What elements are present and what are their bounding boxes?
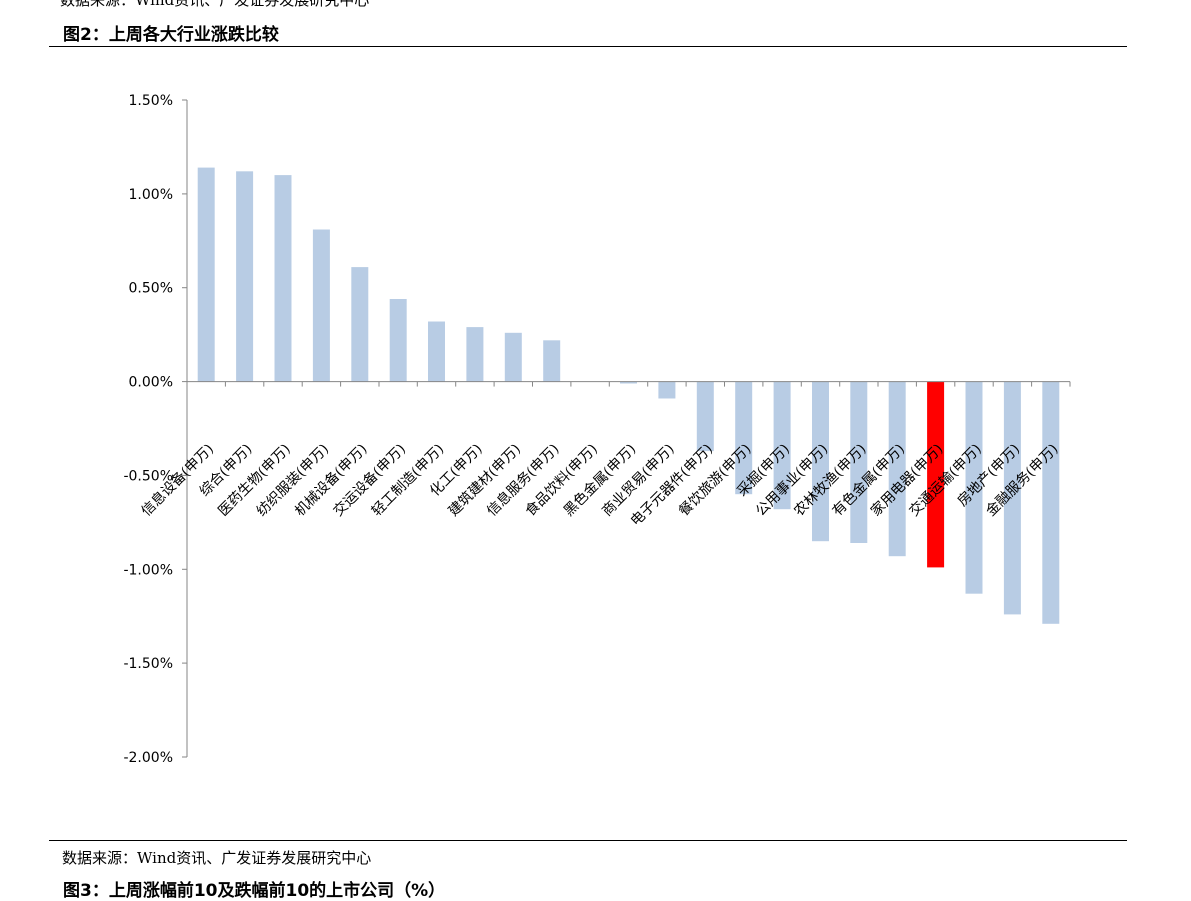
y-tick-label: -0.50% — [123, 468, 173, 484]
next-figure-title: 图3：上周涨幅前10及跌幅前10的上市公司（%） — [63, 881, 446, 901]
figure-title: 图2：上周各大行业涨跌比较 — [63, 25, 279, 45]
y-tick-label: 0.50% — [129, 281, 173, 297]
bottom-data-source: 数据来源：Wind资讯、广发证券发展研究中心 — [62, 849, 372, 867]
bar-12 — [620, 381, 637, 384]
bar-17 — [812, 381, 829, 542]
bar-4 — [312, 229, 330, 382]
bar-2 — [236, 171, 254, 382]
bar-21 — [965, 381, 983, 594]
y-tick-label: 1.00% — [129, 187, 173, 203]
y-tick-label: 0.00% — [129, 375, 173, 391]
bars-layer — [197, 167, 1060, 624]
bar-16 — [773, 381, 791, 510]
title-divider — [49, 46, 1127, 47]
bar-3 — [274, 175, 292, 382]
bar-7 — [428, 321, 445, 382]
bar-5 — [351, 267, 369, 382]
bar-18 — [850, 381, 868, 543]
bar-9 — [504, 332, 522, 382]
bar-20 — [927, 381, 945, 568]
axis-layer — [182, 99, 1071, 758]
bar-8 — [466, 327, 484, 382]
y-tick-label: -2.00% — [123, 750, 173, 766]
y-tick-labels: 1.50% 1.00% 0.50% 0.00% -0.50% -1.00% -1.50% -2… — [123, 93, 173, 766]
source-divider — [49, 840, 1127, 841]
industry-change-bar-chart: 1.50% 1.00% 0.50% 0.00% -0.50% -1.00% -1.50% -2… — [123, 93, 1071, 766]
y-tick-label: -1.00% — [123, 562, 173, 578]
y-tick-label: 1.50% — [129, 93, 173, 109]
bar-15 — [735, 381, 753, 495]
bar-23 — [1042, 381, 1060, 624]
y-tick-label: -1.50% — [123, 656, 173, 672]
bar-19 — [888, 381, 906, 557]
bar-10 — [543, 340, 561, 382]
bar-6 — [389, 299, 407, 382]
category-labels: 信息设备(申万)综合(申万)医药生物(申万)纺织服装(申万)机械设备(申万)交运… — [138, 440, 1062, 529]
bar-13 — [658, 381, 676, 399]
bar-1 — [197, 167, 215, 382]
bar-22 — [1003, 381, 1021, 615]
bar-14 — [696, 381, 714, 452]
top-data-source: 数据来源：Wind资讯、广发证券发展研究中心 — [60, 0, 370, 9]
